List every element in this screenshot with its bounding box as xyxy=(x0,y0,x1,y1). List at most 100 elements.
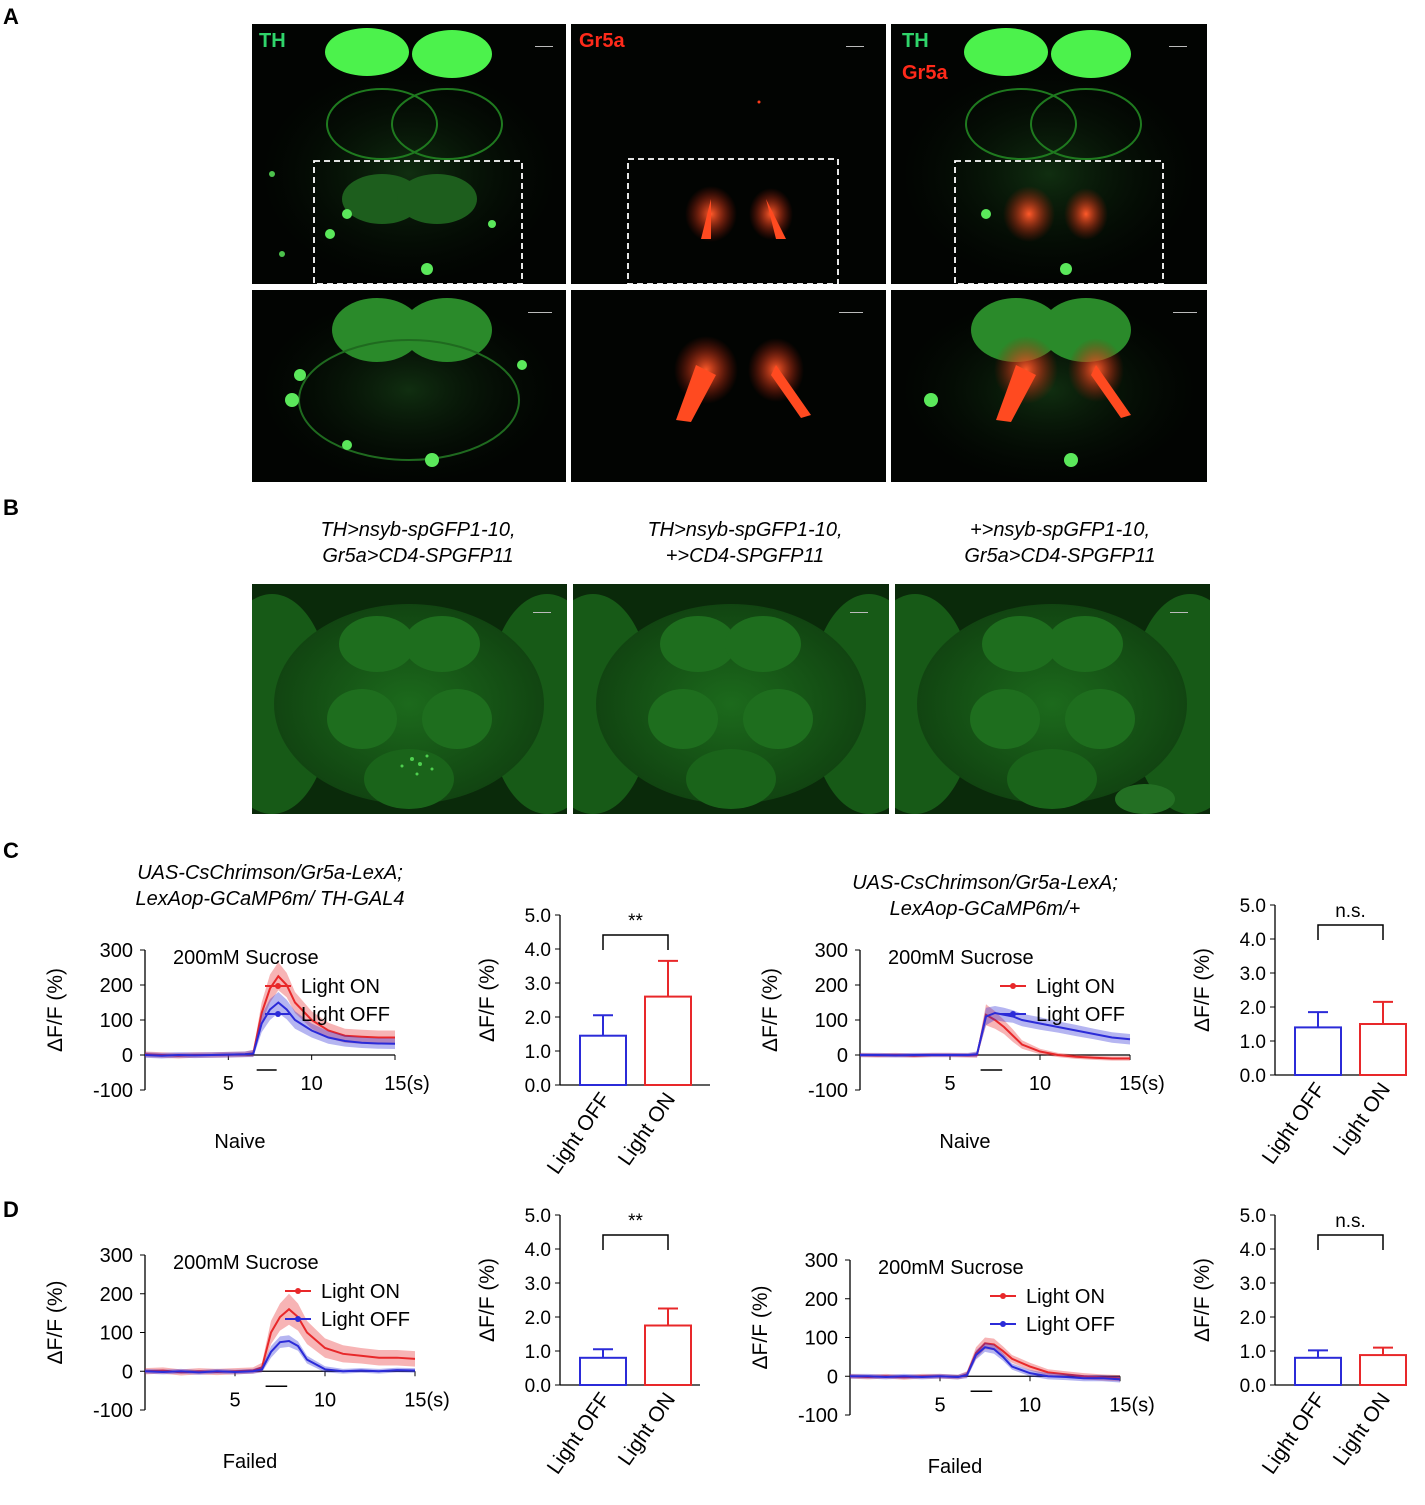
significance-bracket xyxy=(1317,1234,1384,1250)
genotype-line: UAS-CsChrimson/Gr5a-LexA; xyxy=(137,862,403,884)
x-tick-label: Light ON xyxy=(614,1089,680,1170)
series-line xyxy=(850,1346,1121,1381)
bar-plot-svg: 0.0 1.0 2.0 3.0 4.0 5.0 ΔF/F (%) Light OFFLight… xyxy=(1191,896,1407,1169)
chart-c-trace-left: 300 200 100 0 -100 5 10 15(s) Naive ΔF/F (%) 200mM… xyxy=(40,930,440,1153)
y-tick-label: 200 xyxy=(805,1289,838,1311)
genotype-label-b3: +>nsyb-spGFP1-10, Gr5a>CD4-SPGFP11 xyxy=(900,517,1220,569)
trace-plot-svg: 300 200 100 0 -100 5 10 15(s) Failed ΔF/F (%) 200m… xyxy=(749,1250,1155,1478)
y-tick-label: 2.0 xyxy=(1240,998,1266,1019)
bar xyxy=(644,995,692,1086)
significance-bracket xyxy=(1317,924,1384,940)
micro-a-gr5a-overview: Gr5a xyxy=(571,24,886,284)
bar-plot-svg: 0.0 1.0 2.0 3.0 4.0 5.0 ΔF/F (%) Light OFFLight… xyxy=(476,1206,700,1478)
y-tick-label: 0.0 xyxy=(525,1376,551,1397)
y-tick-label: 2.0 xyxy=(1240,1308,1266,1329)
legend-label: Light ON xyxy=(301,976,380,998)
y-tick-label: 5.0 xyxy=(1240,896,1266,917)
bar xyxy=(1359,1354,1407,1387)
genotype-line: TH>nsyb-spGFP1-10, xyxy=(320,519,516,541)
bar-plot-svg: 0.0 1.0 2.0 3.0 4.0 5.0 ΔF/F (%) Light OFFLight… xyxy=(476,906,710,1179)
genotype-line: LexAop-GCaMP6m/ TH-GAL4 xyxy=(135,888,405,910)
legend-label: Light OFF xyxy=(321,1309,410,1331)
y-tick-label: 4.0 xyxy=(1240,1240,1266,1261)
panel-letter-b: B xyxy=(3,495,19,520)
legend-marker xyxy=(275,983,281,989)
legend-label: Light ON xyxy=(1036,976,1115,998)
significance-label: ** xyxy=(628,1211,643,1232)
genotype-label-c-left: UAS-CsChrimson/Gr5a-LexA; LexAop-GCaMP6m… xyxy=(60,860,480,912)
scale-bar xyxy=(533,612,551,613)
series-error-band xyxy=(860,1006,1130,1058)
series-line xyxy=(849,1342,1121,1380)
y-tick-label: 300 xyxy=(805,1250,838,1272)
significance-label: n.s. xyxy=(1335,901,1366,922)
y-tick-label: 4.0 xyxy=(1240,930,1266,951)
micro-b1 xyxy=(252,584,567,814)
chart-c-bar-right: 0.0 1.0 2.0 3.0 4.0 5.0 ΔF/F (%) Light OFF Light… xyxy=(1185,885,1420,1195)
y-tick-label: 2.0 xyxy=(525,1008,551,1029)
bar xyxy=(1359,1023,1407,1076)
y-axis-label: ΔF/F (%) xyxy=(476,1258,499,1342)
trace-plot-svg: 300 200 100 0 -100 5 10 15(s) Failed ΔF/F (%) 200m… xyxy=(44,1245,450,1473)
trace-plot-svg: 300 200 100 0 -100 5 10 15(s) Naive ΔF/F (%) 200mM… xyxy=(44,940,430,1153)
x-tick-label: 5 xyxy=(934,1394,945,1416)
x-tick-label: 5 xyxy=(944,1073,955,1095)
y-axis-label: ΔF/F (%) xyxy=(1191,1258,1214,1342)
bar xyxy=(579,1356,627,1387)
y-tick-label: 1.0 xyxy=(1240,1342,1266,1363)
significance-label: n.s. xyxy=(1335,1211,1366,1232)
y-tick-label: 0.0 xyxy=(525,1076,551,1097)
chart-title: 200mM Sucrose xyxy=(878,1257,1024,1279)
y-tick-label: 1.0 xyxy=(525,1342,551,1363)
y-tick-label: 5.0 xyxy=(525,1206,551,1227)
y-tick-label: 200 xyxy=(815,975,848,997)
genotype-label-b2: TH>nsyb-spGFP1-10, +>CD4-SPGFP11 xyxy=(580,517,910,569)
legend-marker xyxy=(1000,1293,1006,1299)
scale-bar xyxy=(1170,612,1188,613)
y-tick-label: 2.0 xyxy=(525,1308,551,1329)
y-tick-label: 3.0 xyxy=(1240,1274,1266,1295)
chart-c-bar-left: 0.0 1.0 2.0 3.0 4.0 5.0 ΔF/F (%) Light OFF Light… xyxy=(470,895,730,1205)
y-tick-label: 5.0 xyxy=(525,906,551,927)
y-tick-label: -100 xyxy=(798,1405,838,1427)
series-line xyxy=(144,1307,416,1374)
micro-a-th-overview: TH xyxy=(252,24,566,284)
series-error-band xyxy=(145,962,395,1059)
y-tick-label: 4.0 xyxy=(525,940,551,961)
significance-label: ** xyxy=(628,911,643,932)
micro-b2 xyxy=(573,584,889,814)
genotype-label-c-right: UAS-CsChrimson/Gr5a-LexA; LexAop-GCaMP6m… xyxy=(770,870,1200,922)
y-tick-label: 100 xyxy=(815,1010,848,1032)
bar xyxy=(1294,1026,1342,1076)
chart-title: 200mM Sucrose xyxy=(173,1252,319,1274)
x-tick-label: 5 xyxy=(229,1389,240,1411)
series-line xyxy=(144,1001,396,1057)
micro-a-merge-zoom xyxy=(891,290,1207,482)
y-tick-label: -100 xyxy=(93,1400,133,1422)
genotype-line: Gr5a>CD4-SPGFP11 xyxy=(322,545,514,567)
x-axis-label: Failed xyxy=(223,1451,277,1470)
legend-label: Light OFF xyxy=(301,1004,390,1026)
x-tick-label: Light OFF xyxy=(1258,1079,1330,1169)
scale-bar xyxy=(839,312,863,313)
significance-bracket xyxy=(602,1234,669,1250)
y-tick-label: 300 xyxy=(815,940,848,962)
x-tick-label: Light OFF xyxy=(543,1089,615,1179)
x-tick-label: 10 xyxy=(301,1073,323,1095)
y-tick-label: -100 xyxy=(93,1080,133,1102)
genotype-line: +>CD4-SPGFP11 xyxy=(665,545,825,567)
legend-label: Light OFF xyxy=(1026,1314,1115,1336)
significance-bracket xyxy=(602,934,669,950)
y-axis-label: ΔF/F (%) xyxy=(476,958,499,1042)
genotype-line: Gr5a>CD4-SPGFP11 xyxy=(964,545,1156,567)
y-tick-label: 200 xyxy=(100,975,133,997)
y-tick-label: 100 xyxy=(805,1328,838,1350)
legend-marker xyxy=(1010,983,1016,989)
micro-b3 xyxy=(895,584,1210,814)
legend-marker xyxy=(1010,1011,1016,1017)
y-tick-label: -100 xyxy=(808,1080,848,1102)
label-th: TH xyxy=(902,30,929,52)
scale-bar xyxy=(528,312,552,313)
x-tick-label: 10 xyxy=(1019,1394,1041,1416)
legend-marker xyxy=(295,1288,301,1294)
